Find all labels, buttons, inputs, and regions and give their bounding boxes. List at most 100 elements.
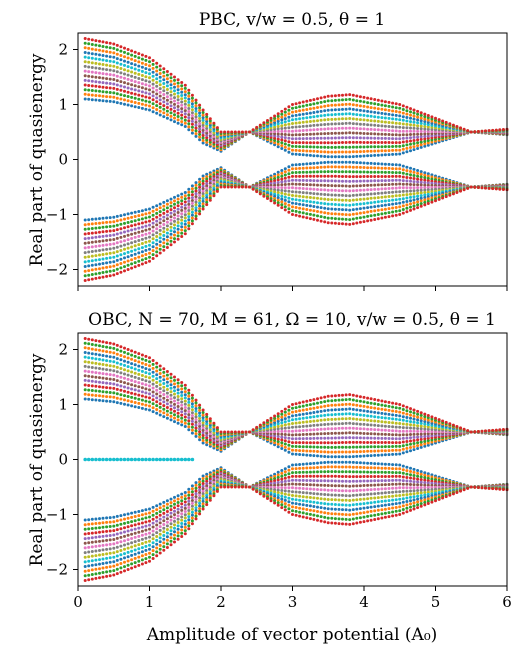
data-point bbox=[155, 396, 159, 400]
data-point bbox=[133, 375, 137, 379]
data-point bbox=[398, 114, 402, 118]
data-point bbox=[87, 56, 91, 60]
data-point bbox=[208, 481, 212, 485]
data-point bbox=[165, 528, 169, 531]
data-point bbox=[169, 104, 173, 108]
data-point bbox=[273, 425, 277, 429]
data-point bbox=[173, 396, 176, 400]
data-point bbox=[126, 529, 130, 533]
data-point bbox=[190, 119, 194, 123]
data-point bbox=[115, 348, 119, 352]
data-point bbox=[144, 383, 148, 387]
data-point bbox=[215, 426, 219, 430]
data-point bbox=[344, 222, 348, 226]
data-point bbox=[287, 133, 291, 137]
data-point bbox=[133, 556, 137, 560]
data-point bbox=[280, 183, 284, 187]
data-point bbox=[115, 236, 119, 240]
data-point bbox=[176, 418, 180, 422]
data-point bbox=[155, 96, 159, 100]
data-point bbox=[308, 120, 312, 123]
data-point bbox=[416, 144, 420, 148]
data-point bbox=[173, 102, 176, 106]
data-point bbox=[183, 219, 187, 223]
data-point bbox=[401, 151, 405, 155]
data-point bbox=[341, 208, 344, 212]
data-point bbox=[287, 472, 291, 476]
data-point bbox=[198, 507, 202, 511]
data-point bbox=[137, 360, 141, 364]
data-point bbox=[233, 130, 237, 134]
data-point bbox=[283, 117, 287, 121]
data-point bbox=[326, 165, 330, 169]
data-point bbox=[412, 195, 416, 199]
data-point bbox=[94, 361, 98, 365]
data-point bbox=[190, 422, 194, 426]
data-point bbox=[276, 501, 280, 505]
data-point bbox=[430, 134, 434, 138]
data-point bbox=[358, 165, 362, 169]
data-point bbox=[326, 160, 330, 164]
data-point bbox=[201, 194, 205, 198]
data-point bbox=[183, 506, 187, 510]
data-point bbox=[101, 94, 105, 98]
data-point bbox=[119, 262, 123, 265]
data-point bbox=[273, 499, 277, 503]
data-point bbox=[123, 402, 126, 406]
data-point bbox=[294, 152, 298, 156]
data-point bbox=[398, 144, 402, 148]
data-point bbox=[112, 573, 116, 577]
data-point bbox=[144, 367, 148, 371]
data-point bbox=[205, 482, 209, 486]
data-point bbox=[201, 141, 205, 145]
data-point bbox=[94, 563, 98, 567]
data-point bbox=[305, 187, 309, 191]
data-point bbox=[337, 174, 341, 178]
data-point bbox=[90, 79, 94, 83]
data-point bbox=[137, 251, 141, 255]
data-point bbox=[298, 198, 302, 202]
data-point bbox=[394, 178, 398, 182]
data-point bbox=[180, 110, 184, 114]
data-point bbox=[155, 238, 159, 242]
data-point bbox=[162, 211, 166, 215]
data-point bbox=[119, 49, 123, 53]
data-point bbox=[98, 98, 101, 102]
data-point bbox=[416, 115, 420, 119]
data-point bbox=[337, 222, 341, 226]
data-point bbox=[115, 228, 119, 232]
data-point bbox=[162, 548, 166, 552]
data-point bbox=[308, 145, 312, 149]
data-point bbox=[205, 472, 209, 476]
data-point bbox=[208, 432, 212, 436]
data-point bbox=[190, 402, 194, 406]
data-point bbox=[115, 361, 119, 365]
data-point bbox=[358, 184, 362, 188]
data-point bbox=[158, 240, 162, 244]
data-point bbox=[162, 530, 166, 534]
data-point bbox=[294, 171, 298, 174]
data-point bbox=[201, 189, 205, 193]
data-point bbox=[194, 98, 198, 102]
data-point bbox=[183, 109, 187, 113]
data-point bbox=[190, 504, 194, 508]
data-point bbox=[158, 251, 162, 255]
data-point bbox=[273, 490, 277, 494]
data-point bbox=[319, 154, 323, 158]
data-point bbox=[362, 154, 366, 158]
data-point bbox=[498, 128, 502, 132]
data-point bbox=[355, 198, 359, 202]
data-point bbox=[319, 161, 323, 165]
data-point bbox=[387, 104, 391, 108]
data-point bbox=[280, 427, 284, 430]
data-point bbox=[430, 175, 434, 179]
data-point bbox=[280, 129, 284, 133]
data-point bbox=[194, 217, 198, 221]
data-point bbox=[108, 99, 112, 103]
data-point bbox=[87, 545, 91, 549]
data-point bbox=[176, 194, 180, 198]
data-point bbox=[430, 140, 434, 144]
data-point bbox=[130, 83, 134, 87]
data-point bbox=[112, 269, 116, 273]
data-point bbox=[144, 407, 148, 411]
